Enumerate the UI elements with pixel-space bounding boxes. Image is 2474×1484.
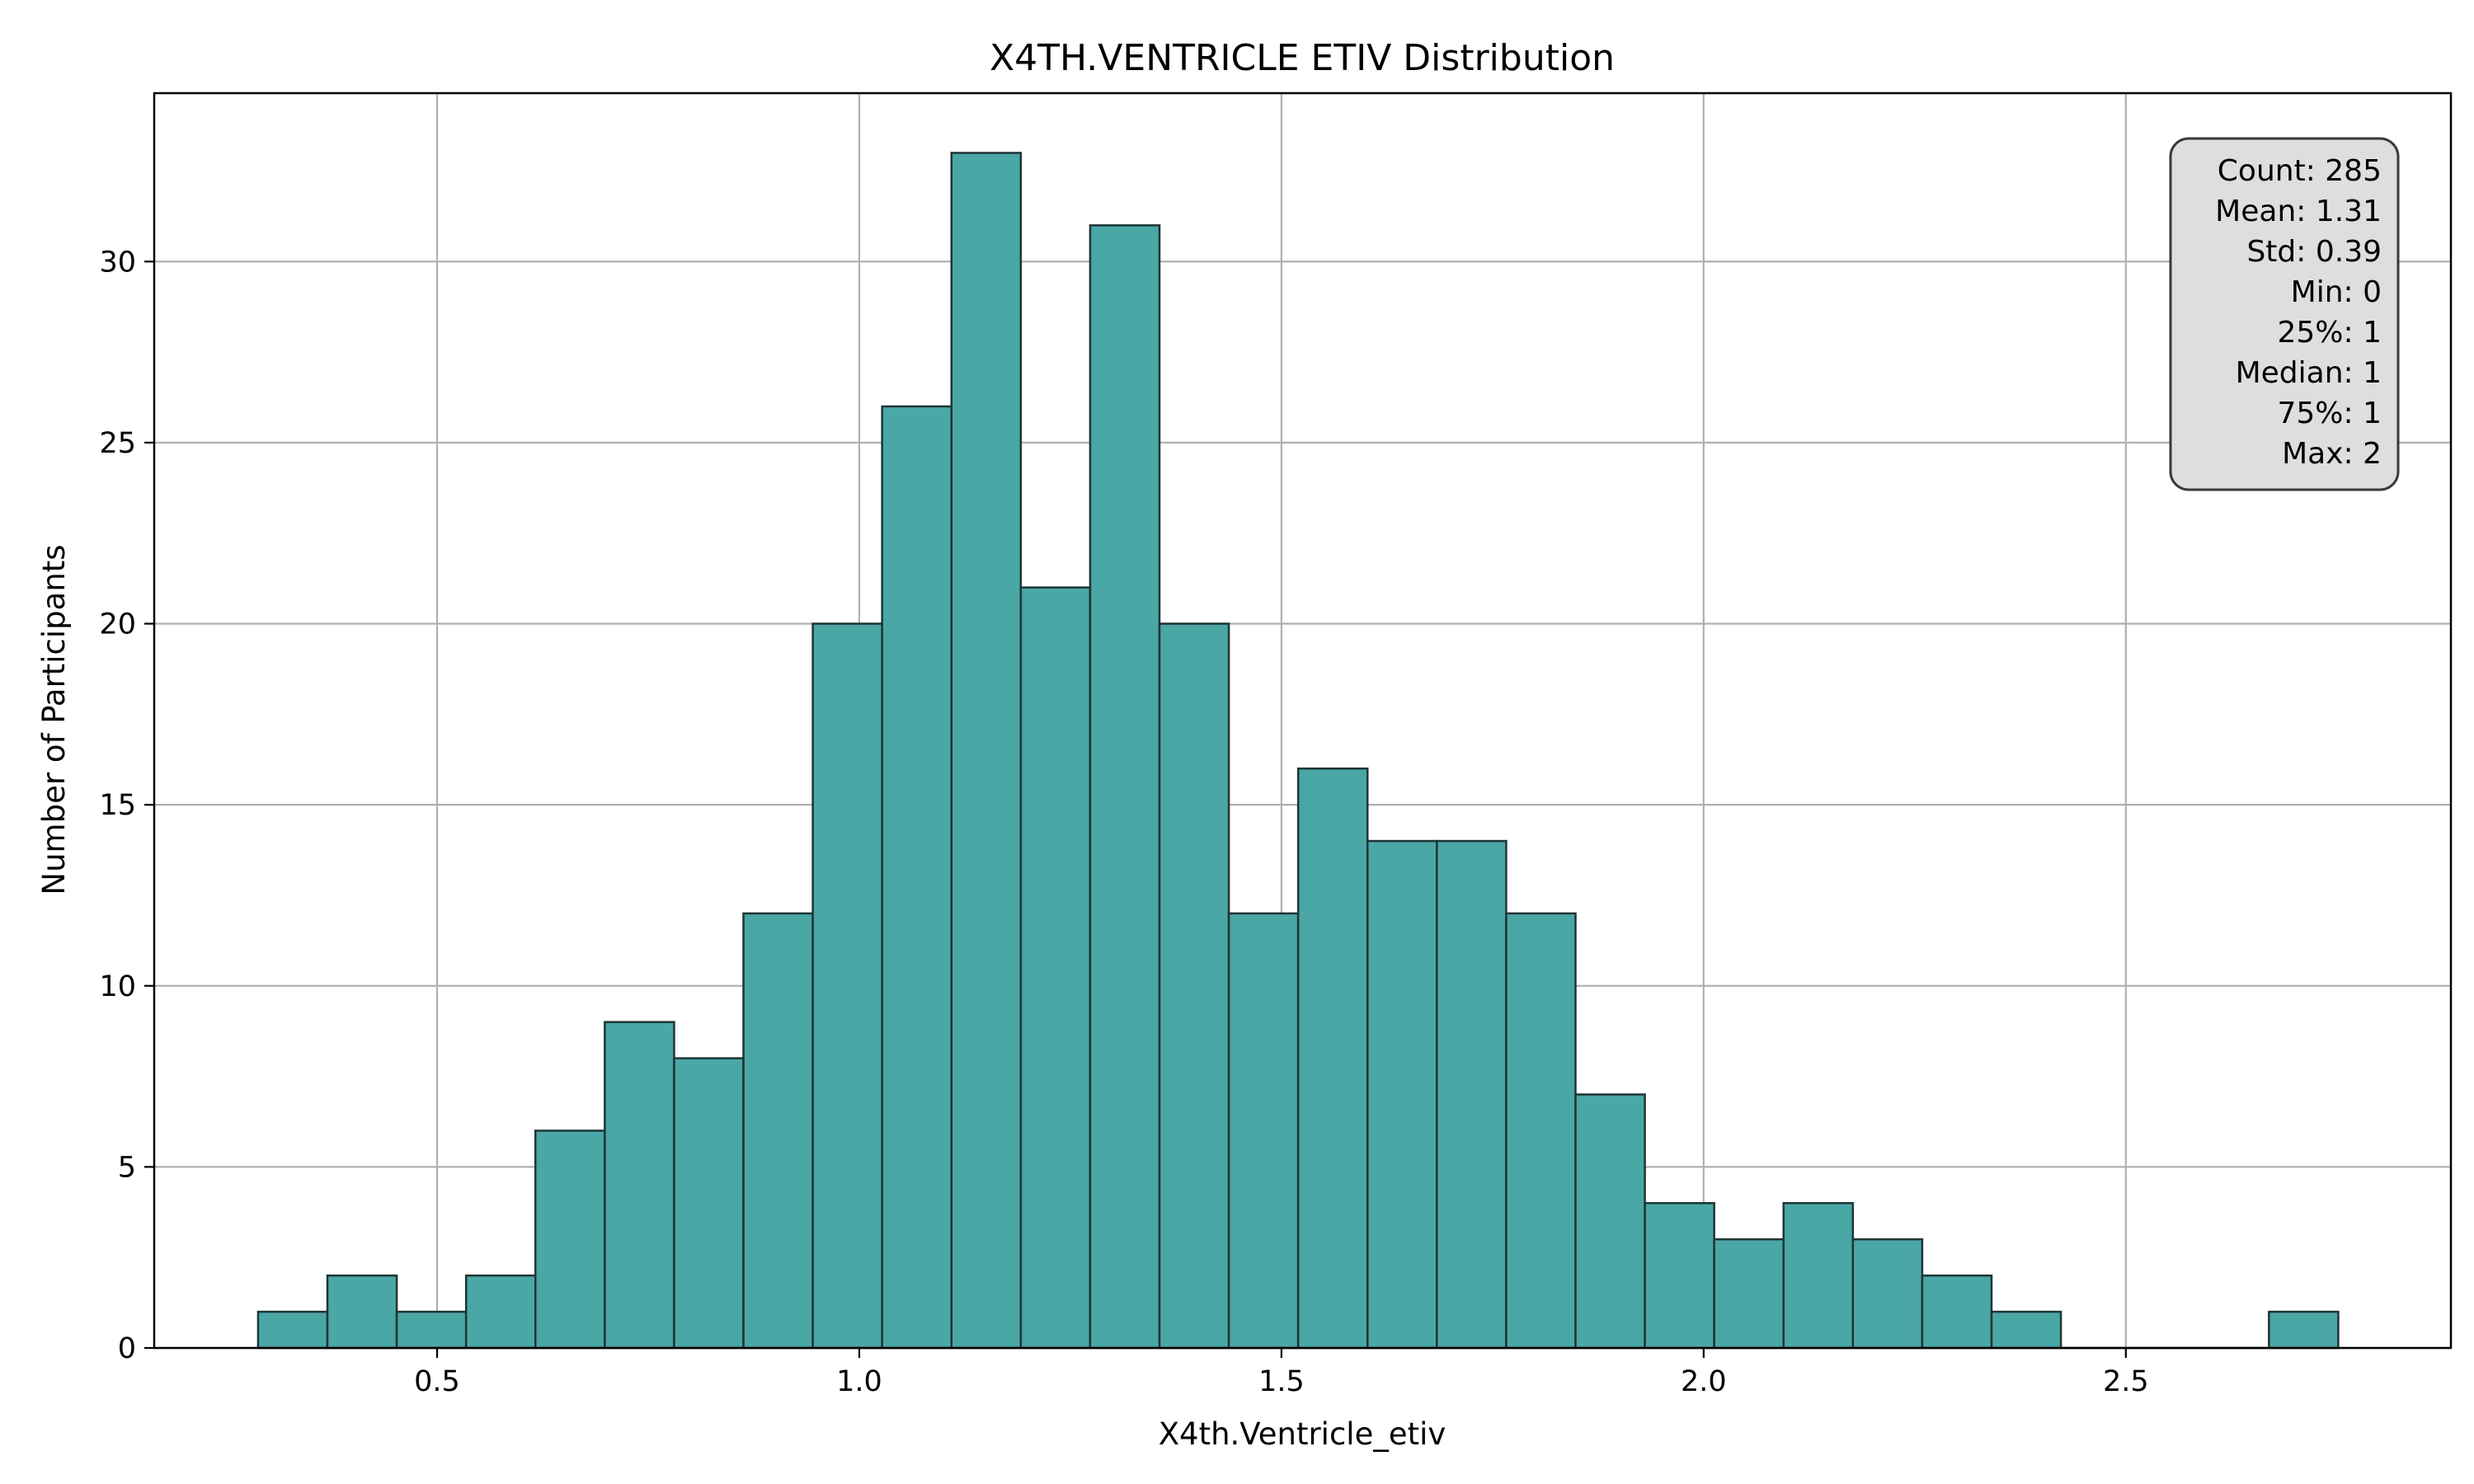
histogram-bar: [326, 1274, 398, 1350]
y-tick-label: 15: [99, 789, 136, 822]
y-axis-label: Number of Participants: [36, 544, 72, 895]
stats-min: Min: 0: [2291, 275, 2382, 309]
histogram-bar: [1089, 224, 1161, 1350]
histogram-bar: [534, 1129, 606, 1350]
x-tick-label: 2.5: [2103, 1365, 2149, 1398]
stats-q75: 75%: 1: [2278, 397, 2382, 430]
y-tick-label: 30: [99, 246, 136, 279]
x-tick-label: 1.5: [1258, 1365, 1305, 1398]
histogram-bar: [1921, 1274, 1993, 1350]
x-axis-label: X4th.Ventricle_etiv: [1159, 1416, 1446, 1452]
histogram-bar: [256, 1310, 329, 1350]
histogram-bar: [464, 1274, 537, 1350]
stats-mean: Mean: 1.31: [2215, 195, 2382, 228]
x-tick-label: 1.0: [836, 1365, 882, 1398]
histogram-bar: [673, 1057, 745, 1350]
histogram-bar: [1019, 586, 1092, 1350]
axis-ticks: 0.5 1.0 1.5 2.0 2.5 0 5 10 15 20 25 30: [99, 246, 2148, 1398]
y-tick-label: 25: [99, 427, 136, 460]
histogram-bar: [395, 1310, 468, 1350]
histogram-bar: [1713, 1237, 1785, 1350]
histogram-bar: [1644, 1202, 1715, 1350]
y-tick-label: 0: [118, 1332, 136, 1365]
x-tick-label: 0.5: [414, 1365, 460, 1398]
histogram-bar: [881, 405, 953, 1350]
histogram-bar: [1505, 912, 1577, 1350]
stats-q25: 25%: 1: [2278, 316, 2382, 350]
histogram-bar: [742, 912, 814, 1350]
stats-box: Count: 285 Mean: 1.31 Std: 0.39 Min: 0 2…: [2169, 137, 2400, 491]
stats-count: Count: 285: [2218, 154, 2382, 188]
histogram-bar: [2268, 1310, 2340, 1350]
x-tick-label: 2.0: [1681, 1365, 1727, 1398]
histogram-bar: [1296, 767, 1369, 1350]
histogram-bar: [1158, 622, 1230, 1350]
histogram-bar: [1227, 912, 1300, 1350]
stats-median: Median: 1: [2236, 356, 2382, 390]
histogram-bar: [1851, 1237, 1924, 1350]
histogram-bar: [1366, 839, 1438, 1350]
histogram-bar: [1574, 1093, 1646, 1350]
chart-title: X4TH.VENTRICLE ETIV Distribution: [990, 37, 1615, 79]
stats-max: Max: 2: [2282, 437, 2382, 471]
plot-frame: [153, 92, 2453, 1350]
y-tick-label: 20: [99, 608, 136, 641]
histogram-bar: [1782, 1202, 1855, 1350]
histogram-bar: [1990, 1310, 2062, 1350]
histogram-bar: [950, 152, 1023, 1350]
y-tick-label: 5: [118, 1151, 136, 1184]
stats-box-background: [2169, 137, 2400, 491]
histogram-bar: [811, 622, 883, 1350]
histogram-bar: [604, 1021, 675, 1350]
y-tick-label: 10: [99, 970, 136, 1003]
stats-std: Std: 0.39: [2246, 235, 2382, 269]
histogram-bars: [256, 152, 2340, 1350]
histogram-bar: [1436, 839, 1507, 1350]
